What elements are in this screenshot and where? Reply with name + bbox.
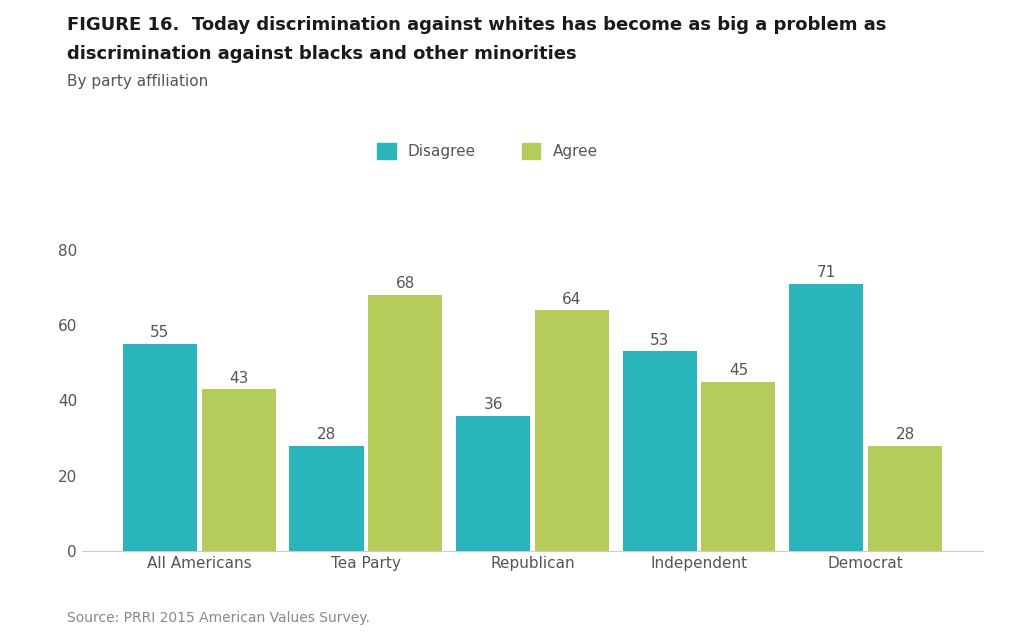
Bar (290, 445, 364, 551)
Text: Source: PRRI 2015 American Values Survey.: Source: PRRI 2015 American Values Survey… (67, 611, 370, 625)
Bar (623, 351, 696, 551)
Text: 45: 45 (729, 363, 749, 378)
Text: 68: 68 (395, 276, 415, 292)
Text: By party affiliation: By party affiliation (67, 74, 208, 88)
Text: 53: 53 (650, 333, 670, 348)
Text: 28: 28 (316, 428, 336, 442)
Text: 55: 55 (151, 326, 170, 340)
Bar (535, 310, 609, 551)
Bar (456, 415, 530, 551)
Text: FIGURE 16.  Today discrimination against whites has become as big a problem as: FIGURE 16. Today discrimination against … (67, 16, 886, 34)
Text: 43: 43 (229, 370, 248, 386)
Text: discrimination against blacks and other minorities: discrimination against blacks and other … (67, 45, 577, 63)
Bar (868, 445, 942, 551)
Text: 36: 36 (483, 397, 503, 412)
Bar (202, 389, 275, 551)
Bar (701, 381, 775, 551)
Text: 64: 64 (562, 292, 582, 306)
Text: 28: 28 (895, 428, 914, 442)
Bar (123, 344, 197, 551)
Text: 71: 71 (817, 265, 836, 280)
Bar (790, 283, 863, 551)
Legend: Disagree, Agree: Disagree, Agree (370, 136, 605, 167)
Bar (369, 295, 442, 551)
